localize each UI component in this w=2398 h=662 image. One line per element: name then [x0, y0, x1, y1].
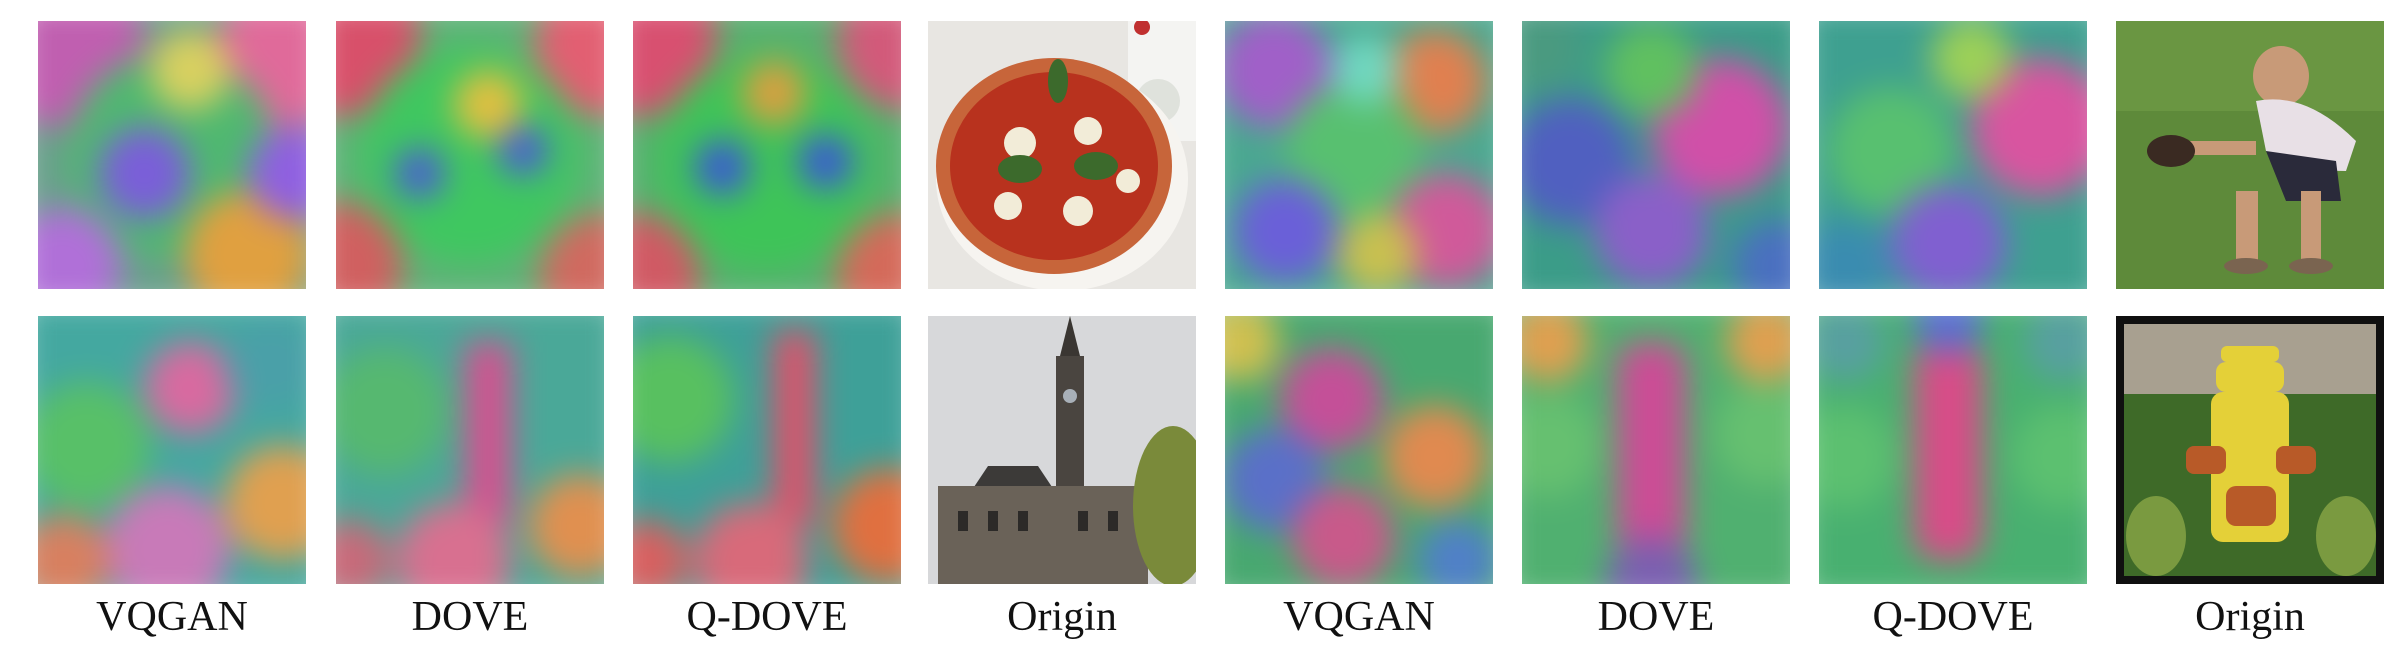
feature-map-vqgan-boy [1225, 21, 1493, 289]
feature-map-q-dove-boy [1819, 21, 2087, 289]
column-label-origin-right: Origin [2195, 594, 2305, 640]
photo-pizza [928, 21, 1196, 289]
photo-fire-hydrant [2116, 316, 2384, 584]
feature-map-dove-pizza [336, 21, 604, 289]
photo-boy-on-grass [2116, 21, 2384, 289]
feature-map-q-dove-pizza [633, 21, 901, 289]
feature-map-q-dove-tower [633, 316, 901, 584]
column-label-q-dove-right: Q-DOVE [1872, 594, 2034, 640]
feature-map-q-dove-hydrant [1819, 316, 2087, 584]
feature-map-vqgan-tower [38, 316, 306, 584]
feature-map-vqgan-pizza [38, 21, 306, 289]
feature-map-vqgan-hydrant [1225, 316, 1493, 584]
feature-map-dove-tower [336, 316, 604, 584]
column-label-origin-left: Origin [1007, 594, 1117, 640]
column-label-q-dove-left: Q-DOVE [686, 594, 848, 640]
feature-map-dove-hydrant [1522, 316, 1790, 584]
column-label-dove-left: DOVE [411, 594, 529, 640]
feature-map-dove-boy [1522, 21, 1790, 289]
column-label-vqgan-right: VQGAN [1283, 594, 1435, 640]
column-label-dove-right: DOVE [1597, 594, 1715, 640]
column-label-vqgan-left: VQGAN [96, 594, 248, 640]
photo-clock-tower [928, 316, 1196, 584]
